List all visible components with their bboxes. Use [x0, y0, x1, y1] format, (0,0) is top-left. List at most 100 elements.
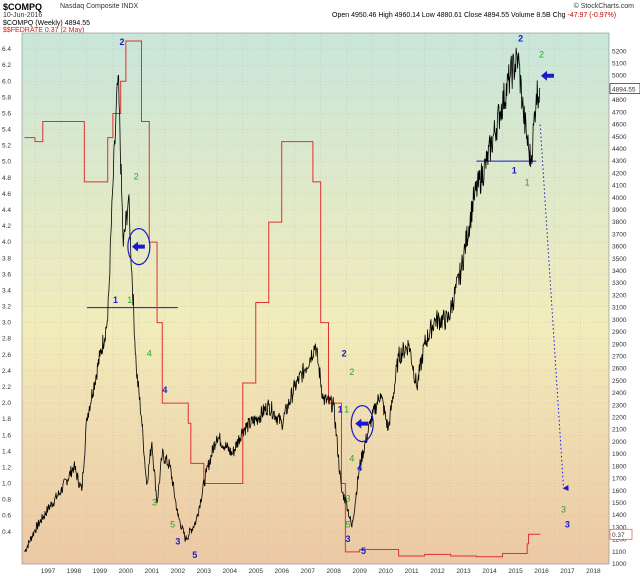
y-right-tick-label: 4600 [612, 122, 627, 129]
arrow-left-icon [355, 418, 369, 429]
highlight-circle [127, 228, 151, 266]
x-tick-label: 1999 [93, 568, 108, 575]
y-left-tick-label: 2.0 [2, 400, 11, 407]
y-left-tick-label: 4.4 [2, 207, 11, 214]
fedrate-tag-box [609, 528, 633, 540]
wave-label: 4 [357, 463, 362, 473]
y-right-tick-label: 3100 [612, 305, 627, 312]
wave-label: 3 [565, 519, 570, 529]
y-right-tick-label: 4000 [612, 195, 627, 202]
y-left-tick-label: 2.8 [2, 336, 11, 343]
y-left-tick-label: 5.0 [2, 159, 11, 166]
quote-change: -47.97 (-0.97%) [567, 12, 617, 19]
source-logo: © StockCharts.com [573, 3, 634, 10]
wave-label: 1 [525, 178, 530, 188]
highlight-circle [350, 405, 374, 443]
y-left-tick-label: 1.4 [2, 448, 11, 455]
x-tick-label: 1998 [67, 568, 82, 575]
wave-label: 1 [127, 295, 132, 305]
y-right-tick-label: 1700 [612, 476, 627, 483]
y-right-tick-label: 3700 [612, 231, 627, 238]
wave-label: 1 [512, 165, 517, 175]
y-right-tick-label: 2400 [612, 390, 627, 397]
y-right-tick-label: 5100 [612, 61, 627, 68]
x-tick-label: 2016 [534, 568, 549, 575]
wave-label: 5 [361, 546, 366, 556]
y-left-tick-label: 1.8 [2, 416, 11, 423]
y-right-tick-label: 4700 [612, 109, 627, 116]
wave-label: 3 [152, 497, 157, 507]
y-right-tick-label: 3600 [612, 244, 627, 251]
last-price-tag-box [609, 83, 640, 94]
wave-label: 2 [342, 348, 347, 358]
x-tick-label: 2002 [171, 568, 186, 575]
y-left-tick-label: 5.2 [2, 143, 11, 150]
y-left-tick-label: 4.2 [2, 223, 11, 230]
wave-label: 5 [192, 550, 197, 560]
y-left-tick-label: 5.6 [2, 110, 11, 117]
y-right-tick-label: 4800 [612, 97, 627, 104]
y-right-tick-label: 3500 [612, 256, 627, 263]
y-left-tick-label: 5.4 [2, 127, 11, 134]
y-right-tick-label: 4200 [612, 170, 627, 177]
y-left-tick-label: 1.2 [2, 464, 11, 471]
exchange-name: Nasdaq Composite INDX [60, 3, 139, 10]
x-tick-label: 2014 [482, 568, 497, 575]
y-right-tick-label: 4500 [612, 134, 627, 141]
y-right-tick-label: 1000 [612, 561, 627, 568]
wave-label: 5 [170, 519, 175, 529]
y-right-tick-label: 1100 [612, 549, 626, 556]
price-series-line [24, 47, 541, 552]
wave-label: 3 [561, 505, 566, 515]
y-right-tick-label: 4100 [612, 183, 627, 190]
fedrate-series-line [24, 40, 541, 558]
wave-label: 4 [147, 348, 152, 358]
wave-label: 1 [338, 405, 343, 415]
wave-label: 3 [175, 536, 180, 546]
y-left-tick-label: 4.8 [2, 175, 11, 182]
wave-label: 3 [345, 534, 350, 544]
y-right-tick-label: 1500 [612, 500, 627, 507]
x-tick-label: 2018 [586, 568, 601, 575]
x-tick-label: 2011 [405, 568, 419, 575]
y-left-tick-label: 1.0 [2, 481, 11, 488]
y-left-tick-label: 0.6 [2, 513, 11, 520]
wave-label: 2 [134, 171, 139, 181]
fedrate-tag: 0.37 [612, 532, 625, 539]
legend-fedrate-series: $$FEDRATE 0.37 (2 May) [3, 27, 85, 34]
y-left-tick-label: 2.2 [2, 384, 11, 391]
wave-label: 3 [345, 494, 350, 504]
y-right-tick-label: 5200 [612, 48, 627, 55]
wave-label: 2 [119, 37, 124, 47]
x-tick-label: 2004 [223, 568, 238, 575]
x-tick-label: 2010 [378, 568, 393, 575]
x-tick-label: 2008 [326, 568, 341, 575]
quote-summary: Open 4950.46 High 4960.14 Low 4880.61 Cl… [332, 12, 616, 19]
wave-label: 4 [162, 385, 167, 395]
y-left-tick-label: 4.6 [2, 191, 11, 198]
chart-header: $COMPQ Nasdaq Composite INDX 10-Jun-2016… [0, 0, 640, 34]
last-price-tag: 4894.55 [612, 87, 636, 94]
y-right-tick-label: 3200 [612, 292, 627, 299]
y-left-tick-label: 0.4 [2, 529, 11, 536]
wave-label: 1 [113, 295, 118, 305]
y-left-tick-label: 3.2 [2, 304, 11, 311]
y-left-tick-label: 5.8 [2, 94, 11, 101]
y-right-tick-label: 2900 [612, 329, 627, 336]
wave-label: 2 [349, 367, 354, 377]
x-tick-label: 2003 [197, 568, 212, 575]
y-right-tick-label: 2300 [612, 402, 627, 409]
y-left-tick-label: 2.4 [2, 368, 11, 375]
y-right-tick-label: 4400 [612, 146, 627, 153]
y-left-tick-label: 6.0 [2, 78, 11, 85]
y-left-tick-label: 4.0 [2, 239, 11, 246]
y-left-tick-label: 3.0 [2, 320, 11, 327]
y-left-tick-label: 3.8 [2, 255, 11, 262]
plot-area [21, 32, 610, 565]
y-right-tick-label: 2000 [612, 439, 627, 446]
wave-label: 5 [345, 519, 350, 529]
quote-date: 10-Jun-2016 [3, 12, 43, 19]
y-left-tick-label: 3.4 [2, 287, 11, 294]
y-left-tick-label: 2.6 [2, 352, 11, 359]
x-tick-label: 2009 [352, 568, 367, 575]
